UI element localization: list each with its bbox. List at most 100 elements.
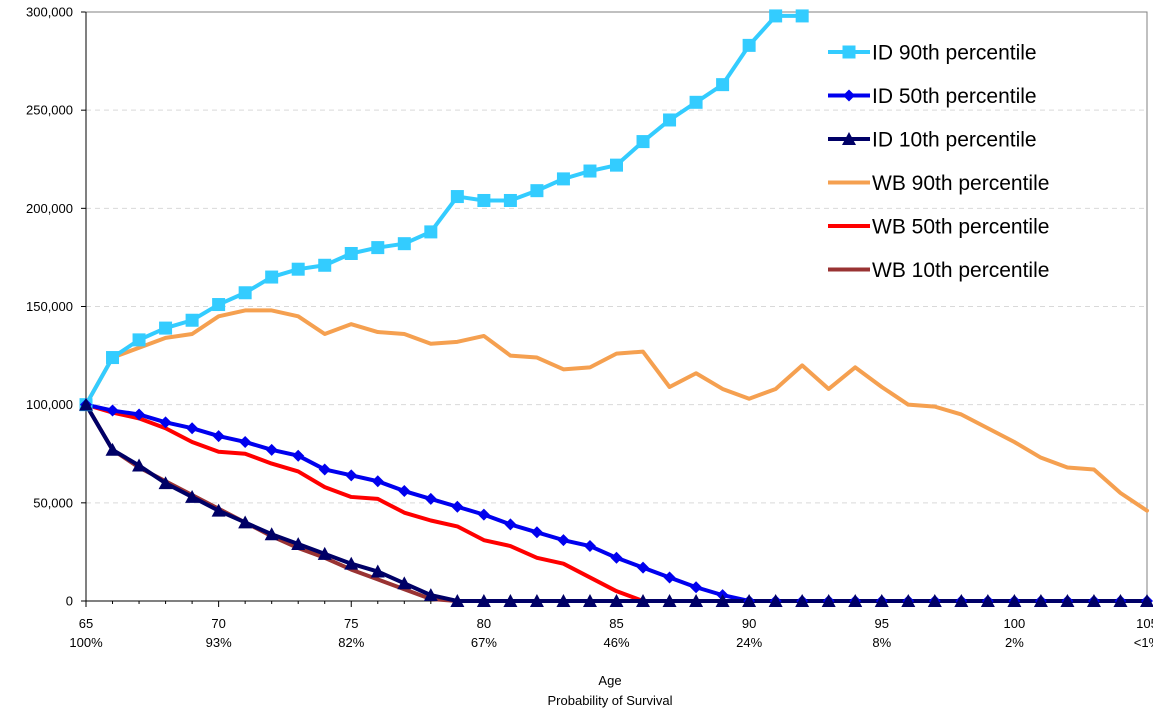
data-point-id-10th-percentile <box>370 564 385 578</box>
data-point-id-10th-percentile <box>980 594 995 607</box>
tick-labels: 0 50,000 100,000 150,000 200,000 250,000 300,0… <box>26 5 1153 651</box>
data-point-id-10th-percentile <box>503 594 518 607</box>
data-point-id-10th-percentile <box>211 503 226 517</box>
data-point-id-10th-percentile <box>556 594 571 607</box>
data-point-id-50th-percentile <box>239 435 252 448</box>
x-axis-title-age: Age <box>598 673 621 688</box>
x-tick-label-survival: 2% <box>1005 635 1024 650</box>
y-tick-label: 250,000 <box>26 103 73 118</box>
data-point-id-90th-percentile <box>742 38 756 52</box>
data-point-id-90th-percentile <box>450 190 464 204</box>
data-point-id-50th-percentile <box>133 408 146 421</box>
data-point-id-90th-percentile <box>716 78 730 92</box>
data-point-id-10th-percentile <box>344 556 359 570</box>
data-point-id-10th-percentile <box>450 594 465 607</box>
data-point-id-10th-percentile <box>476 594 491 607</box>
data-point-id-10th-percentile <box>636 594 651 607</box>
series-line-wb-90th-percentile <box>84 308 1149 513</box>
data-point-id-90th-percentile <box>769 9 783 23</box>
data-point-id-50th-percentile <box>318 463 331 476</box>
series-line-id-90th-percentile <box>84 13 805 407</box>
data-point-id-90th-percentile <box>344 246 358 260</box>
data-point-id-10th-percentile <box>715 594 730 607</box>
data-point-id-90th-percentile <box>132 333 146 347</box>
data-point-id-50th-percentile <box>610 551 623 564</box>
y-tick-label: 0 <box>66 594 73 609</box>
data-point-id-50th-percentile <box>504 518 517 531</box>
data-point-id-10th-percentile <box>901 594 916 607</box>
legend-marker-id-10th-percentile <box>842 132 856 145</box>
data-point-id-50th-percentile <box>212 430 225 443</box>
legend-label-id-50th-percentile: ID 50th percentile <box>872 85 1037 108</box>
data-point-id-90th-percentile <box>424 225 438 239</box>
x-tick-label-age: 65 <box>79 616 93 631</box>
legend-label-wb-50th-percentile: WB 50th percentile <box>872 216 1049 239</box>
data-point-id-10th-percentile <box>264 527 279 541</box>
data-point-id-10th-percentile <box>1113 594 1128 607</box>
data-point-id-90th-percentile <box>636 135 650 149</box>
data-point-id-50th-percentile <box>345 469 358 482</box>
x-tick-label-survival: 93% <box>206 635 232 650</box>
data-point-id-50th-percentile <box>451 500 464 513</box>
data-point-id-10th-percentile <box>105 442 120 456</box>
data-point-id-90th-percentile <box>397 237 411 251</box>
legend-marker-id-90th-percentile <box>842 45 856 59</box>
data-point-id-50th-percentile <box>159 416 172 429</box>
legend-label-id-10th-percentile: ID 10th percentile <box>872 129 1037 152</box>
data-point-id-50th-percentile <box>557 534 570 547</box>
data-point-id-50th-percentile <box>477 508 490 521</box>
data-point-id-50th-percentile <box>398 485 411 498</box>
data-point-id-10th-percentile <box>609 594 624 607</box>
x-tick-label-survival: 8% <box>872 635 891 650</box>
data-point-id-90th-percentile <box>610 158 623 172</box>
data-point-id-10th-percentile <box>1033 594 1048 607</box>
data-point-id-10th-percentile <box>397 576 412 590</box>
x-tick-label-survival: 67% <box>471 635 497 650</box>
data-point-id-90th-percentile <box>663 113 677 127</box>
data-point-id-10th-percentile <box>795 594 810 607</box>
x-tick-label-age: 100 <box>1004 616 1026 631</box>
data-point-id-90th-percentile <box>795 9 809 23</box>
data-point-id-50th-percentile <box>637 561 650 574</box>
data-point-id-90th-percentile <box>159 321 173 335</box>
data-point-id-10th-percentile <box>954 594 969 607</box>
x-tick-label-survival: <1% <box>1134 635 1153 650</box>
data-point-id-50th-percentile <box>292 449 305 462</box>
data-point-id-90th-percentile <box>371 241 385 255</box>
data-point-id-90th-percentile <box>503 193 517 207</box>
data-point-id-50th-percentile <box>265 443 278 456</box>
x-tick-label-survival: 46% <box>603 635 629 650</box>
x-tick-label-age: 105 <box>1136 616 1153 631</box>
data-point-id-10th-percentile <box>742 594 757 607</box>
x-tick-label-age: 90 <box>742 616 756 631</box>
y-tick-label: 200,000 <box>26 201 73 216</box>
data-point-id-10th-percentile <box>848 594 863 607</box>
legend-label-wb-10th-percentile: WB 10th percentile <box>872 259 1049 282</box>
data-point-id-10th-percentile <box>158 476 173 490</box>
data-point-id-50th-percentile <box>424 492 437 505</box>
data-point-id-10th-percentile <box>1086 594 1101 607</box>
data-point-id-50th-percentile <box>530 526 543 539</box>
data-point-id-10th-percentile <box>582 594 597 607</box>
data-point-id-90th-percentile <box>477 193 491 207</box>
data-point-id-10th-percentile <box>927 594 942 607</box>
data-point-id-90th-percentile <box>530 184 544 198</box>
x-tick-label-age: 70 <box>211 616 225 631</box>
data-point-id-10th-percentile <box>529 594 544 607</box>
x-tick-label-age: 80 <box>477 616 491 631</box>
data-point-id-50th-percentile <box>663 571 676 584</box>
x-axis-title-survival: Probability of Survival <box>548 693 673 708</box>
data-point-id-10th-percentile <box>689 594 704 607</box>
data-point-id-90th-percentile <box>689 95 703 109</box>
data-point-id-10th-percentile <box>821 594 836 607</box>
data-point-id-50th-percentile <box>690 581 703 594</box>
data-point-id-90th-percentile <box>291 262 305 276</box>
data-point-id-90th-percentile <box>265 270 279 284</box>
data-point-id-10th-percentile <box>79 397 93 411</box>
data-point-id-10th-percentile <box>662 594 677 607</box>
data-point-id-10th-percentile <box>874 594 889 607</box>
x-tick-label-age: 75 <box>344 616 358 631</box>
legend-label-wb-90th-percentile: WB 90th percentile <box>872 172 1049 195</box>
legend: ID 90th percentile ID 50th percentile ID 1… <box>828 42 1049 282</box>
